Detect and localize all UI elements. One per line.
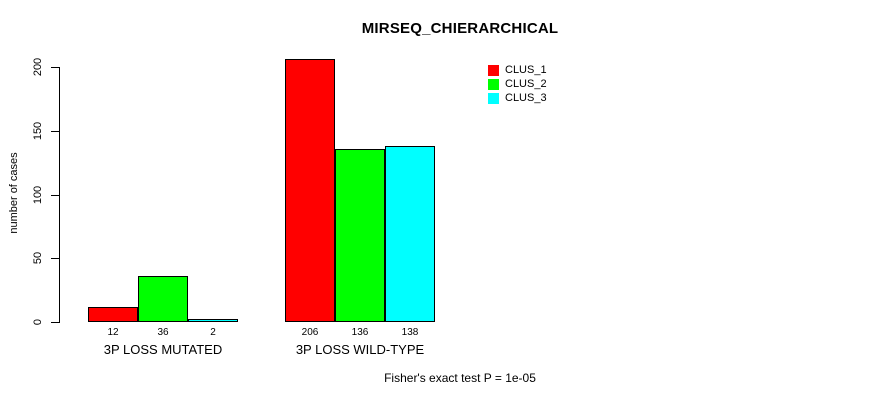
bar-value-label: 36 [157,327,169,338]
y-tick-mark [51,322,59,323]
bar-clus_1 [88,307,138,322]
bar-clus_1 [285,59,335,322]
legend-label: CLUS_1 [505,64,547,76]
y-axis-line [59,67,60,323]
legend-item: CLUS_1 [488,65,547,76]
bar-value-label: 2 [210,327,216,338]
y-axis-label-text: number of cases [8,152,20,234]
bar-value-label: 206 [301,327,319,338]
y-tick-mark [51,67,59,68]
category-label: 3P LOSS WILD-TYPE [295,342,425,357]
legend-label: CLUS_2 [505,78,547,90]
y-tick-label-text: 150 [32,121,44,141]
y-tick-label-text: 50 [32,251,44,265]
bar-value-label: 136 [351,327,369,338]
y-tick-mark [51,195,59,196]
legend-item: CLUS_2 [488,79,547,90]
bar-clus_2 [138,276,188,322]
bar-clus_3 [385,146,435,322]
y-tick-label-text: 200 [32,57,44,77]
bar-clus_3 [188,319,238,322]
legend: CLUS_1 CLUS_2 CLUS_3 [488,65,547,107]
legend-swatch [488,79,499,90]
legend-label: CLUS_3 [505,92,547,104]
chart-title: MIRSEQ_CHIERARCHICAL [361,20,559,37]
legend-swatch [488,65,499,76]
bar-clus_2 [335,149,385,322]
legend-swatch [488,93,499,104]
legend-item: CLUS_3 [488,93,547,104]
bar-value-label: 138 [401,327,419,338]
bar-value-label: 12 [107,327,119,338]
y-tick-mark [51,258,59,259]
y-tick-label-text: 100 [32,185,44,205]
y-tick-mark [51,131,59,132]
annotation-text: Fisher's exact test P = 1e-05 [384,371,536,385]
category-label: 3P LOSS MUTATED [103,342,223,357]
y-tick-label-text: 0 [32,318,44,326]
